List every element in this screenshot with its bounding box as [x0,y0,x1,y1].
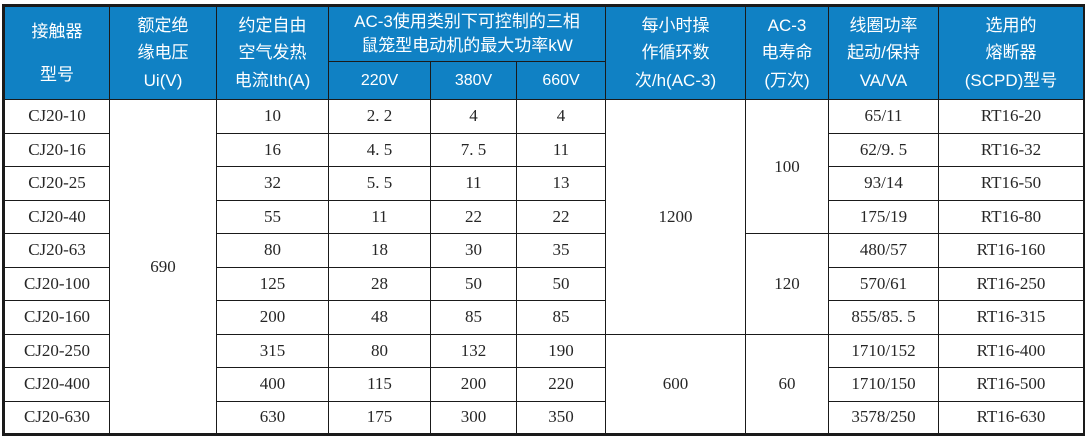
header-voltage-220v: 220V [328,61,431,100]
header-contactor-model: 接触器 型号 [3,5,110,100]
cell-power-660v: 220 [516,367,606,402]
cell-model: CJ20-25 [3,166,110,201]
cell-coil-power: 93/14 [828,166,939,201]
header-ac3-electrical-life: AC-3 电寿命 (万次) [745,5,829,100]
cell-model: CJ20-40 [3,199,110,234]
cell-power-220v: 80 [328,333,431,368]
header-ac3-max-motor-power: AC-3使用类别下可控制的三相 鼠笼型电动机的最大功率kW [328,5,606,62]
cell-life-merged: 120 [745,233,829,335]
header-thermal-current: 约定自由 空气发热 电流Ith(A) [216,5,329,100]
table-row: CJ20-10 690 10 2. 2 4 4 1200 100 65/11 R… [3,99,1085,435]
cell-power-660v: 13 [516,166,606,201]
cell-fuse: RT16-20 [938,99,1085,134]
header-row-voltages: 220V 380V 660V [4,61,1085,100]
cell-power-220v: 11 [328,199,431,234]
cell-thermal-current: 80 [216,233,329,268]
table-row: CJ20-25 32 5. 5 11 13 93/14 RT16-50 [3,166,1085,201]
cell-power-220v: 28 [328,266,431,301]
cell-power-220v: 5. 5 [328,166,431,201]
header-coil-power: 线圈功率 起动/保持 VA/VA [828,5,939,100]
table-row: CJ20-40 55 11 22 22 175/19 RT16-80 [3,199,1085,234]
cell-power-220v: 115 [328,367,431,402]
cell-thermal-current: 10 [216,99,329,134]
cell-model: CJ20-16 [3,132,110,167]
table-row: CJ20-100 125 28 50 50 570/61 RT16-250 [3,266,1085,301]
cell-coil-power: 855/85. 5 [828,300,939,335]
cell-thermal-current: 16 [216,132,329,167]
cell-life-merged: 100 [745,99,829,234]
cell-coil-power: 65/11 [828,99,939,134]
cell-coil-power: 570/61 [828,266,939,301]
cell-power-380v: 30 [430,233,517,268]
cell-cycles-merged: 600 [605,333,746,435]
cell-power-380v: 50 [430,266,517,301]
cell-power-660v: 11 [516,132,606,167]
cell-thermal-current: 55 [216,199,329,234]
cell-power-660v: 350 [516,400,606,435]
cell-power-380v: 7. 5 [430,132,517,167]
cell-model: CJ20-100 [3,266,110,301]
header-fuse-type: 选用的 熔断器 (SCPD)型号 [938,5,1085,100]
cell-power-220v: 2. 2 [328,99,431,134]
cell-power-660v: 35 [516,233,606,268]
cell-power-660v: 50 [516,266,606,301]
cell-thermal-current: 400 [216,367,329,402]
cell-fuse: RT16-80 [938,199,1085,234]
cell-model: CJ20-400 [3,367,110,402]
cell-power-380v: 132 [430,333,517,368]
table-row: CJ20-250 315 80 132 190 600 60 1710/152 … [3,333,1085,435]
cell-power-380v: 85 [430,300,517,335]
cell-power-660v: 190 [516,333,606,368]
cell-fuse: RT16-400 [938,333,1085,368]
cell-thermal-current: 315 [216,333,329,368]
cell-insulation-voltage-merged: 690 [109,99,217,435]
cell-fuse: RT16-630 [938,400,1085,435]
cell-coil-power: 1710/152 [828,333,939,368]
cell-coil-power: 480/57 [828,233,939,268]
cell-power-380v: 300 [430,400,517,435]
cell-fuse: RT16-315 [938,300,1085,335]
cell-coil-power: 3578/250 [828,400,939,435]
cell-thermal-current: 125 [216,266,329,301]
cell-power-660v: 85 [516,300,606,335]
cell-power-380v: 11 [430,166,517,201]
cell-fuse: RT16-160 [938,233,1085,268]
cell-model: CJ20-250 [3,333,110,368]
cell-model: CJ20-630 [3,400,110,435]
cell-thermal-current: 200 [216,300,329,335]
cell-cycles-merged: 1200 [605,99,746,335]
cell-power-380v: 200 [430,367,517,402]
header-operating-cycles-per-hour: 每小时操 作循环数 次/h(AC-3) [605,5,746,100]
cell-fuse: RT16-250 [938,266,1085,301]
cell-power-380v: 4 [430,99,517,134]
header-voltage-380v: 380V [430,61,517,100]
header-rated-insulation-voltage: 额定绝 缘电压 Ui(V) [109,5,217,100]
header-voltage-660v: 660V [516,61,606,100]
table-row: CJ20-16 16 4. 5 7. 5 11 62/9. 5 RT16-32 [3,132,1085,167]
cell-model: CJ20-10 [3,99,110,134]
cell-power-220v: 175 [328,400,431,435]
cell-fuse: RT16-32 [938,132,1085,167]
cell-thermal-current: 630 [216,400,329,435]
table-row: CJ20-400 400 115 200 220 1710/150 RT16-5… [3,367,1085,402]
cell-life-merged: 60 [745,333,829,435]
cell-coil-power: 62/9. 5 [828,132,939,167]
header-row-main: 接触器 型号 额定绝 缘电压 Ui(V) 约定自由 空气发热 电流Ith(A) … [3,5,1085,100]
contactor-spec-table: 接触器 型号 额定绝 缘电压 Ui(V) 约定自由 空气发热 电流Ith(A) … [2,4,1085,436]
cell-coil-power: 175/19 [828,199,939,234]
cell-fuse: RT16-500 [938,367,1085,402]
cell-power-660v: 22 [516,199,606,234]
cell-coil-power: 1710/150 [828,367,939,402]
cell-power-220v: 18 [328,233,431,268]
cell-power-380v: 22 [430,199,517,234]
cell-model: CJ20-160 [3,300,110,335]
cell-thermal-current: 32 [216,166,329,201]
cell-power-220v: 48 [328,300,431,335]
cell-power-660v: 4 [516,99,606,134]
cell-power-220v: 4. 5 [328,132,431,167]
cell-model: CJ20-63 [3,233,110,268]
cell-fuse: RT16-50 [938,166,1085,201]
table-row: CJ20-630 630 175 300 350 3578/250 RT16-6… [3,400,1085,435]
